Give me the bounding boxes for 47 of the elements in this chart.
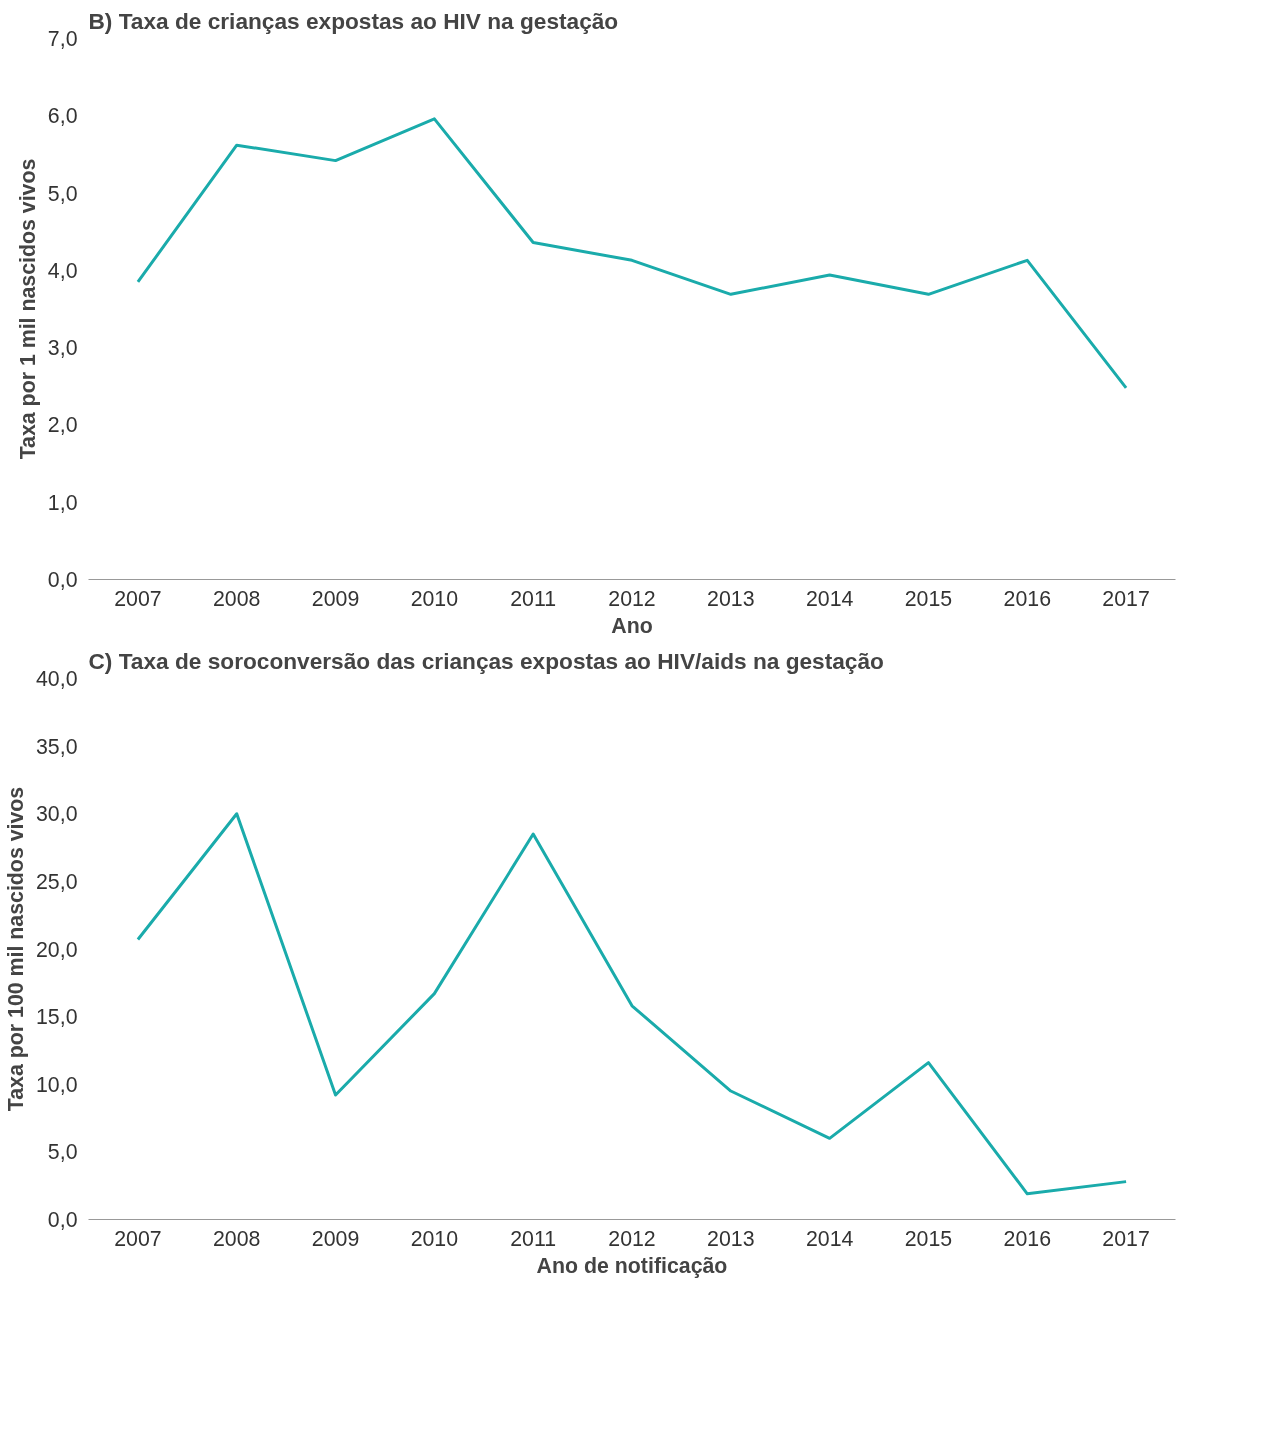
x-tick-label: 2011 [510, 586, 557, 611]
y-tick-label: 3,0 [47, 336, 78, 361]
x-tick-label: 2017 [1102, 1226, 1150, 1251]
x-tick-label: 2008 [213, 586, 261, 611]
x-tick-label: 2015 [904, 586, 953, 611]
y-tick-label: 40,0 [35, 667, 78, 691]
x-axis-title: Ano de notificação [536, 1253, 728, 1278]
y-tick-label: 6,0 [47, 104, 78, 129]
x-tick-label: 2010 [410, 586, 459, 611]
y-tick-label: 5,0 [47, 181, 78, 206]
x-tick-label: 2012 [608, 1226, 656, 1251]
line-series [136, 117, 1128, 390]
chart-title: C) Taxa de soroconversão das crianças expostas ao HIV/aids na gestação [88, 647, 884, 674]
x-tick-label: 2013 [707, 586, 755, 611]
x-tick-label: 2007 [114, 586, 162, 611]
line-series [136, 812, 1128, 1196]
x-tick-label: 2009 [311, 586, 360, 611]
x-tick-label: 2016 [1003, 1226, 1051, 1251]
x-tick-label: 2011 [510, 1226, 557, 1251]
y-tick-label: 15,0 [35, 1005, 78, 1030]
y-axis-title: Taxa por 100 mil nascidos vivos [3, 786, 28, 1112]
chart-title: B) Taxa de crianças expostas ao HIV na gestação [88, 7, 619, 34]
x-tick-label: 2008 [213, 1226, 261, 1251]
x-tick-label: 2017 [1102, 586, 1150, 611]
y-tick-label: 25,0 [35, 869, 78, 894]
y-tick-label: 10,0 [35, 1072, 78, 1097]
y-tick-label: 0,0 [47, 568, 78, 592]
x-tick-label: 2014 [805, 586, 854, 611]
y-tick-label: 7,0 [47, 27, 78, 51]
x-tick-label: 2012 [608, 586, 656, 611]
y-axis-title: Taxa por 1 mil nascidos vivos [15, 158, 40, 460]
y-tick-label: 4,0 [47, 258, 78, 283]
x-tick-label: 2015 [904, 1226, 953, 1251]
y-tick-label: 35,0 [35, 734, 78, 759]
y-tick-label: 30,0 [35, 802, 78, 827]
x-tick-label: 2013 [707, 1226, 755, 1251]
y-tick-label: 1,0 [47, 490, 78, 515]
x-tick-label: 2014 [805, 1226, 854, 1251]
x-tick-label: 2007 [114, 1226, 162, 1251]
y-tick-label: 20,0 [35, 937, 78, 962]
x-tick-label: 2010 [410, 1226, 459, 1251]
x-tick-label: 2009 [311, 1226, 360, 1251]
y-tick-label: 2,0 [47, 413, 78, 438]
y-tick-label: 0,0 [47, 1208, 78, 1232]
x-tick-label: 2016 [1003, 586, 1051, 611]
x-axis-title: Ano [611, 613, 653, 638]
y-tick-label: 5,0 [47, 1140, 78, 1165]
